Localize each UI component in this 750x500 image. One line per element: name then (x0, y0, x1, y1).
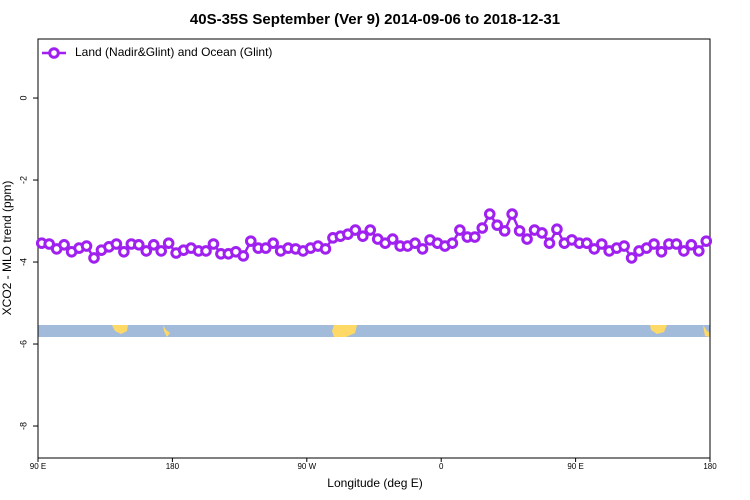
map-strip (38, 325, 710, 337)
point (118, 245, 130, 258)
point (155, 245, 167, 257)
y-axis-label: XCO2 - MLO trend (ppm) (0, 181, 14, 316)
x-tick-label: 90 E (30, 462, 46, 471)
y-tick-label: -8 (18, 422, 28, 430)
point (543, 237, 556, 249)
point (670, 238, 683, 250)
point (700, 235, 713, 247)
x-tick-label: 180 (166, 462, 180, 471)
point (491, 219, 504, 231)
point (88, 252, 100, 264)
y-tick-label: -6 (18, 340, 28, 348)
point (625, 252, 638, 264)
point (386, 233, 399, 245)
x-tick-label: 180 (703, 462, 717, 471)
point (140, 245, 153, 257)
point (476, 222, 489, 234)
point (483, 208, 496, 220)
point (469, 231, 481, 243)
point (595, 238, 608, 250)
legend-marker (48, 47, 60, 59)
point (551, 223, 563, 236)
x-tick-label: 0 (439, 462, 444, 471)
point (506, 208, 518, 220)
y-tick-label: 0 (18, 96, 28, 101)
point (648, 238, 660, 250)
point (349, 224, 362, 236)
point (259, 242, 272, 254)
point (521, 233, 533, 245)
point (133, 239, 145, 251)
point (454, 224, 466, 236)
point (162, 237, 175, 249)
point (685, 239, 698, 251)
point (237, 250, 250, 262)
y-tick-label: -4 (18, 258, 28, 266)
point (409, 237, 421, 249)
x-tick-label: 90 E (567, 462, 583, 471)
point (655, 245, 668, 258)
point (43, 238, 56, 250)
x-tick-label: 90 W (297, 462, 316, 471)
point (357, 230, 369, 243)
y-tick-label: -2 (18, 176, 28, 184)
point (513, 225, 526, 237)
point (446, 237, 459, 249)
point (416, 243, 429, 255)
point (498, 225, 511, 237)
point (588, 243, 601, 255)
point (678, 245, 690, 257)
point (147, 239, 160, 251)
point (207, 238, 220, 250)
point (58, 239, 70, 251)
point (364, 224, 377, 236)
point (319, 243, 332, 255)
plot-frame (37, 38, 711, 459)
point (581, 237, 593, 249)
point (80, 240, 93, 252)
point (245, 235, 257, 247)
point (110, 238, 123, 250)
point (536, 227, 548, 239)
point (200, 245, 212, 257)
x-axis-label: Longitude (deg E) (327, 476, 422, 490)
legend-label: Land (Nadir&Glint) and Ocean (Glint) (75, 45, 272, 59)
point (618, 240, 630, 252)
point (693, 245, 705, 257)
chart-title: 40S-35S September (Ver 9) 2014-09-06 to … (190, 11, 560, 28)
point (267, 237, 280, 249)
